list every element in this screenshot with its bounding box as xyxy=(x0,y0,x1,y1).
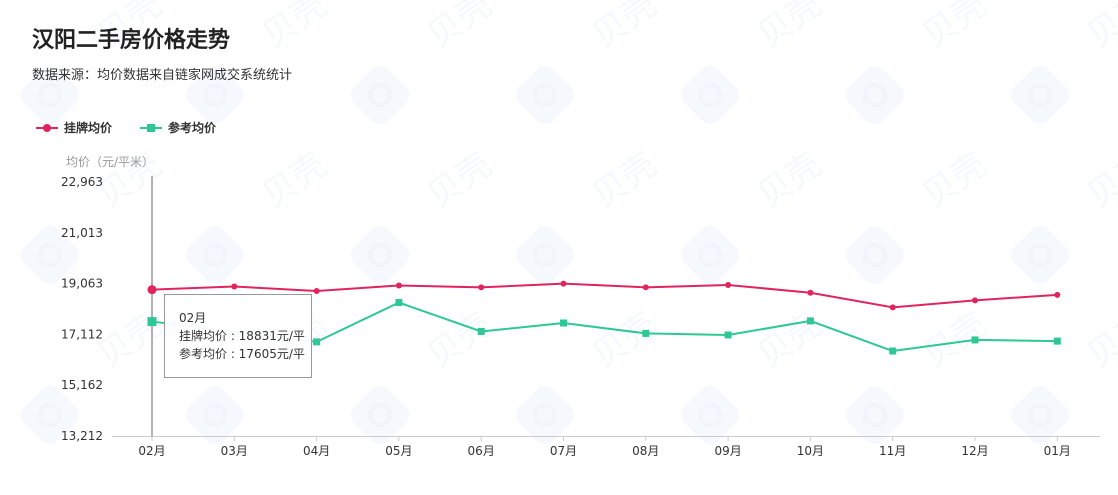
chart-legend: 挂牌均价 参考均价 xyxy=(36,119,216,136)
x-tick-label: 06月 xyxy=(468,444,495,458)
x-tick-label: 12月 xyxy=(961,444,988,458)
data-point-circle xyxy=(725,281,732,288)
data-point-square xyxy=(147,317,157,327)
legend-square-marker-icon xyxy=(140,122,163,134)
data-point-circle xyxy=(642,284,649,291)
data-point-circle xyxy=(560,280,567,287)
legend-label-listing-price: 挂牌均价 xyxy=(64,121,113,135)
x-tick-label: 10月 xyxy=(797,444,824,458)
data-point-square xyxy=(1053,337,1061,345)
x-tick-label: 02月 xyxy=(138,444,165,458)
tooltip-reference-price: 参考均价 : 17605元/平 xyxy=(179,347,305,361)
data-point-circle xyxy=(231,283,238,290)
data-point-circle xyxy=(889,304,896,311)
legend-circle-marker-icon xyxy=(36,122,58,134)
data-point-circle xyxy=(395,282,402,289)
y-tick-label: 19,063 xyxy=(61,277,103,291)
data-point-square xyxy=(806,317,814,325)
data-point-square xyxy=(477,327,485,335)
legend-item-listing-price[interactable]: 挂牌均价 xyxy=(36,119,112,136)
y-tick-label: 17,112 xyxy=(61,327,103,341)
data-point-square xyxy=(313,338,321,346)
data-point-square xyxy=(971,336,979,344)
x-tick-label: 01月 xyxy=(1044,444,1071,458)
x-tick-label: 08月 xyxy=(632,444,659,458)
y-tick-label: 22,963 xyxy=(61,175,103,189)
data-point-square xyxy=(560,319,567,327)
page-title: 汉阳二手房价格走势 xyxy=(32,28,231,53)
x-tick-label: 11月 xyxy=(879,444,906,458)
y-tick-label: 13,212 xyxy=(61,429,103,443)
tooltip-listing-price: 挂牌均价 : 18831元/平 xyxy=(179,329,305,343)
data-point-circle xyxy=(478,284,485,291)
data-point-square xyxy=(889,347,897,355)
x-tick-label: 05月 xyxy=(385,444,412,458)
data-point-circle xyxy=(807,289,814,296)
x-tick-label: 03月 xyxy=(221,444,248,458)
data-point-square xyxy=(724,331,732,339)
data-point-circle xyxy=(972,297,978,304)
x-tick-label: 04月 xyxy=(303,444,330,458)
tooltip-month: 02月 xyxy=(179,311,207,325)
y-tick-label: 15,162 xyxy=(61,378,103,392)
x-tick-label: 09月 xyxy=(714,444,741,458)
data-point-square xyxy=(395,299,403,307)
y-axis-label: 均价（元/平米） xyxy=(66,155,154,169)
legend-item-reference-price[interactable]: 参考均价 xyxy=(140,119,216,136)
series-line-listing-price xyxy=(151,282,1058,309)
data-point-circle xyxy=(1054,291,1061,298)
data-point-square xyxy=(642,329,650,337)
data-point-circle xyxy=(147,285,157,295)
hover-tooltip: 02月 挂牌均价 : 18831元/平 参考均价 : 17605元/平 xyxy=(164,294,312,378)
legend-label-reference-price: 参考均价 xyxy=(168,121,217,135)
data-point-circle xyxy=(313,287,320,294)
data-source-note: 数据来源：均价数据来自链家网成交系统统计 xyxy=(32,68,293,83)
y-tick-label: 21,013 xyxy=(61,226,103,240)
x-tick-label: 07月 xyxy=(550,444,577,458)
